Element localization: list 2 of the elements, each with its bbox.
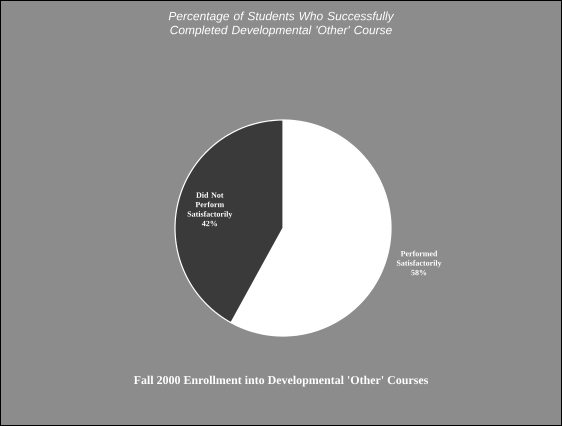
text: Fall 2000 Enrollment into Developmental 'Other' Courses: [134, 376, 428, 387]
chart-title: Percentage of Students Who Successfully Completed Developmental 'Other' Course: [168, 12, 394, 37]
